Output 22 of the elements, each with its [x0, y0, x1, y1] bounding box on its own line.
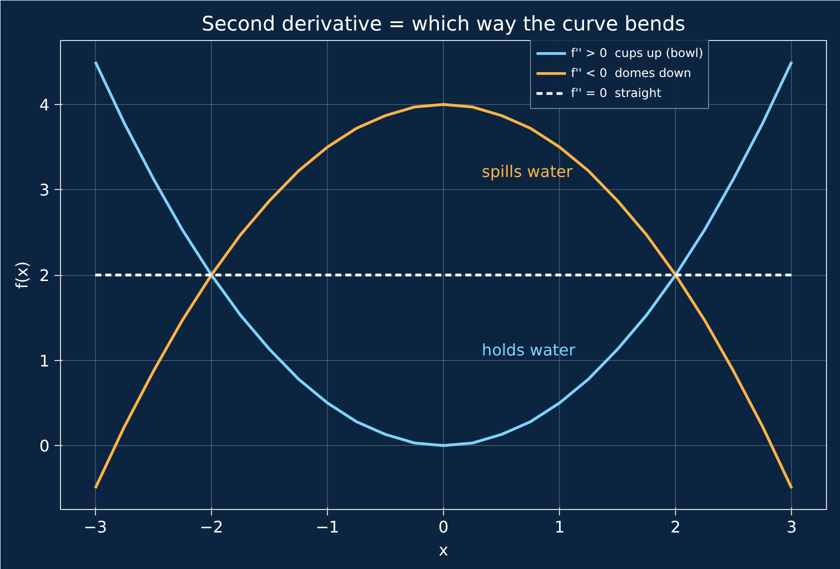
x-axis-title: x	[438, 540, 448, 560]
x-tick-label: 0	[438, 518, 449, 536]
x-tick-label: −1	[316, 518, 340, 536]
annotation: spills water	[482, 162, 574, 182]
x-tick-label: 1	[554, 518, 565, 536]
annotation: holds water	[482, 340, 576, 360]
legend-label: f'' > 0 cups up (bowl)	[571, 46, 704, 60]
chart-title: Second derivative = which way the curve bends	[202, 12, 686, 36]
y-axis-title: f(x)	[12, 261, 32, 289]
x-tick-label: −2	[200, 518, 224, 536]
y-tick-label: 3	[39, 180, 50, 200]
x-tick-label: 3	[786, 518, 797, 536]
y-tick-label: 2	[39, 266, 50, 285]
legend-label: f'' < 0 domes down	[571, 66, 692, 80]
x-tick-label: 2	[670, 518, 681, 536]
line-series	[94, 60, 794, 447]
line-series	[94, 103, 794, 490]
y-tick-label: 4	[39, 95, 50, 114]
x-tick-label: −3	[84, 518, 108, 536]
y-tick-label: 1	[39, 351, 50, 370]
legend-label: f'' = 0 straight	[571, 86, 662, 100]
y-tick-label: 0	[39, 436, 50, 456]
